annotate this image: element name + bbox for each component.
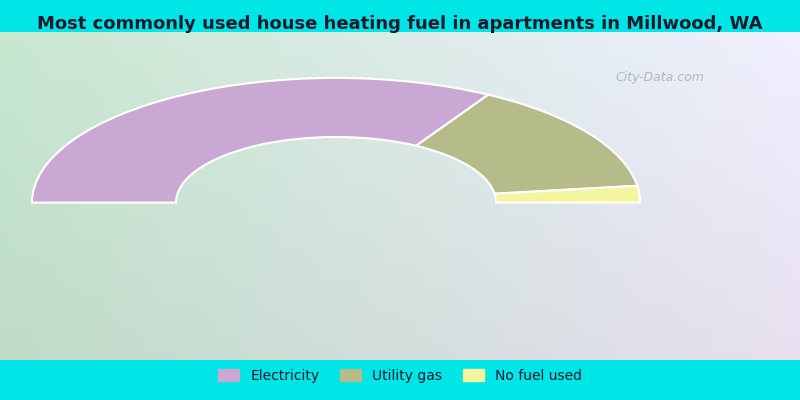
Wedge shape: [494, 186, 640, 202]
Text: City-Data.com: City-Data.com: [615, 71, 704, 84]
Wedge shape: [32, 78, 488, 202]
Text: Most commonly used house heating fuel in apartments in Millwood, WA: Most commonly used house heating fuel in…: [38, 15, 762, 33]
Legend: Electricity, Utility gas, No fuel used: Electricity, Utility gas, No fuel used: [218, 369, 582, 383]
Wedge shape: [416, 95, 638, 194]
